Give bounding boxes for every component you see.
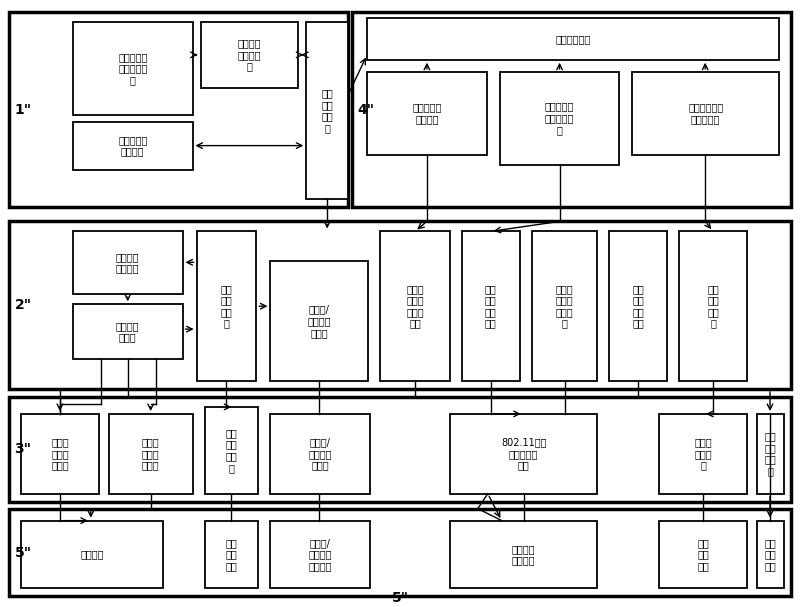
Text: 分析评估单元: 分析评估单元 bbox=[555, 34, 590, 44]
Text: 雷达测
速接口
适配器: 雷达测 速接口 适配器 bbox=[142, 437, 159, 470]
Bar bbox=[659, 521, 747, 588]
Bar bbox=[500, 72, 619, 164]
Bar bbox=[367, 18, 779, 60]
Text: 应答器/
信标信号
生成器: 应答器/ 信标信号 生成器 bbox=[309, 437, 332, 470]
Text: 区域
控制
器仿
真器: 区域 控制 器仿 真器 bbox=[633, 284, 644, 328]
Text: 列车自
动监督
系统仿
真器: 列车自 动监督 系统仿 真器 bbox=[406, 284, 424, 328]
Text: 司机操
作操控
器: 司机操 作操控 器 bbox=[694, 437, 712, 470]
Text: 5": 5" bbox=[14, 546, 31, 560]
Bar bbox=[367, 72, 486, 155]
Bar bbox=[659, 414, 747, 493]
Text: 数据库
存储单
元仿真
器: 数据库 存储单 元仿真 器 bbox=[556, 284, 574, 328]
Bar bbox=[205, 521, 258, 588]
Text: 列车动力
学仿真器: 列车动力 学仿真器 bbox=[116, 252, 139, 274]
Text: 司机操作界
面事件记录
器: 司机操作界 面事件记录 器 bbox=[545, 101, 574, 135]
Text: 1": 1" bbox=[14, 103, 31, 117]
Bar bbox=[532, 231, 598, 381]
Text: 5": 5" bbox=[391, 591, 409, 605]
Bar bbox=[73, 121, 193, 169]
Text: 测试序列
生成子模
块: 测试序列 生成子模 块 bbox=[238, 38, 261, 72]
Text: 司机
操作
界面: 司机 操作 界面 bbox=[698, 538, 709, 571]
Bar bbox=[21, 414, 99, 493]
Bar bbox=[352, 12, 791, 208]
Text: 测试案例库
及编辑子模
块: 测试案例库 及编辑子模 块 bbox=[118, 52, 147, 85]
Bar bbox=[9, 12, 348, 208]
Bar bbox=[197, 231, 256, 381]
Bar bbox=[679, 231, 747, 381]
Bar bbox=[462, 231, 520, 381]
Text: 2": 2" bbox=[14, 298, 31, 312]
Text: 列车
接口
仿真
器: 列车 接口 仿真 器 bbox=[221, 284, 232, 328]
Text: 计算
机联
锁仿
真器: 计算 机联 锁仿 真器 bbox=[485, 284, 497, 328]
Bar bbox=[9, 222, 791, 389]
Bar bbox=[450, 414, 598, 493]
Text: 记录
数据
下载
器: 记录 数据 下载 器 bbox=[765, 432, 776, 476]
Text: 列车
接口
单元: 列车 接口 单元 bbox=[226, 538, 238, 571]
Text: 速度脉
冲接口
适配器: 速度脉 冲接口 适配器 bbox=[51, 437, 69, 470]
Bar bbox=[757, 414, 784, 493]
Bar bbox=[610, 231, 667, 381]
Text: 车载设备记录
数据分析器: 车载设备记录 数据分析器 bbox=[688, 103, 723, 124]
Bar bbox=[270, 414, 370, 493]
Bar bbox=[757, 521, 784, 588]
Text: 测试系统事
件记录器: 测试系统事 件记录器 bbox=[412, 103, 442, 124]
Text: 测试场景数
据管理器: 测试场景数 据管理器 bbox=[118, 135, 147, 157]
Bar bbox=[9, 397, 791, 501]
Text: 4": 4" bbox=[358, 103, 374, 117]
Bar bbox=[9, 509, 791, 597]
Bar bbox=[73, 231, 182, 294]
Text: 测速单元: 测速单元 bbox=[80, 549, 103, 560]
Bar bbox=[632, 72, 779, 155]
Bar bbox=[380, 231, 450, 381]
Bar bbox=[270, 521, 370, 588]
Bar bbox=[205, 407, 258, 493]
Bar bbox=[73, 304, 182, 359]
Bar bbox=[73, 22, 193, 115]
Text: 司机
操作
指示
器: 司机 操作 指示 器 bbox=[707, 284, 719, 328]
Text: 列车
接口
适配
器: 列车 接口 适配 器 bbox=[226, 428, 238, 473]
Text: 802.11无线
网络接口适
配器: 802.11无线 网络接口适 配器 bbox=[501, 437, 546, 470]
Bar bbox=[270, 261, 368, 381]
Bar bbox=[109, 414, 193, 493]
Bar bbox=[201, 22, 298, 88]
Text: 数据
记录
单元: 数据 记录 单元 bbox=[765, 538, 776, 571]
Text: 应答器/
信标数据
仿真器: 应答器/ 信标数据 仿真器 bbox=[307, 305, 331, 337]
Text: 速度信息
仿真器: 速度信息 仿真器 bbox=[116, 321, 139, 342]
Text: 应答器/
信标信息
传输模块: 应答器/ 信标信息 传输模块 bbox=[309, 538, 332, 571]
Bar bbox=[306, 22, 348, 200]
Text: 3": 3" bbox=[14, 443, 31, 456]
Bar bbox=[21, 521, 162, 588]
Bar bbox=[450, 521, 598, 588]
Text: 测试
场景
控制
器: 测试 场景 控制 器 bbox=[322, 88, 333, 133]
Text: 无线信息
传输模块: 无线信息 传输模块 bbox=[512, 544, 535, 565]
